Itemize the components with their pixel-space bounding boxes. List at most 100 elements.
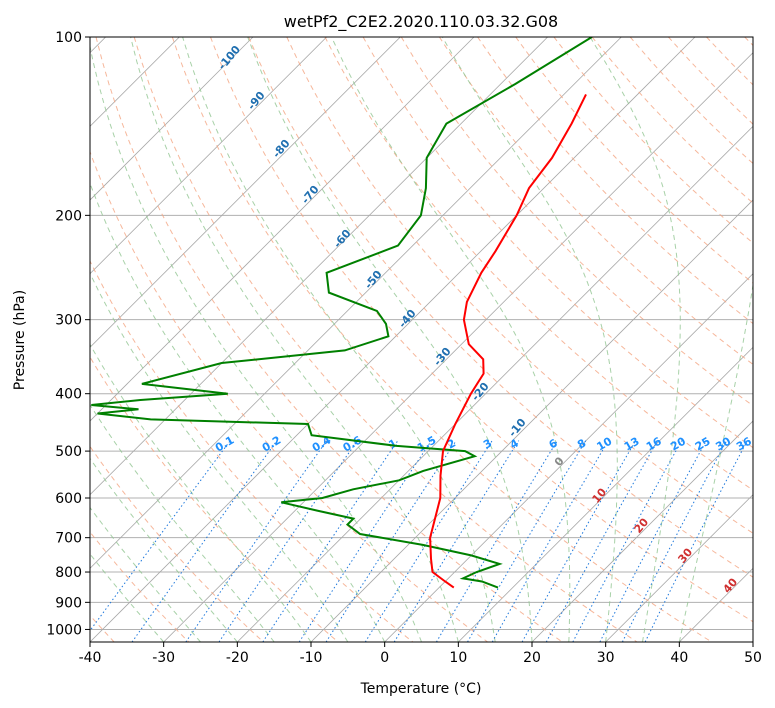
dry-adiabat — [248, 37, 753, 578]
x-tick-label: 30 — [597, 650, 615, 666]
y-tick-label: 200 — [55, 208, 82, 224]
y-tick-label: 1000 — [46, 622, 82, 638]
isotherm--40 — [90, 37, 696, 642]
mixing-ratio-line — [467, 440, 587, 642]
isotherm--50 — [90, 37, 622, 569]
x-tick-label: -30 — [152, 650, 175, 666]
mixing-ratio-line — [435, 440, 558, 642]
moist-adiabat — [90, 44, 422, 642]
x-axis: -40 -30 -20 -10 0 10 20 30 40 50 — [79, 642, 762, 666]
moist-adiabat — [247, 37, 533, 642]
dry-adiabat — [553, 37, 753, 244]
y-axis-label: Pressure (hPa) — [12, 290, 28, 390]
dry-adiabat — [515, 37, 753, 284]
adiabat-label: -40 — [396, 307, 419, 331]
mixing-ratio-line — [298, 440, 432, 642]
adiabat-label: -50 — [362, 268, 385, 292]
mixing-ratio-line — [364, 440, 493, 642]
y-tick-label: 100 — [55, 30, 82, 46]
x-tick-label: 40 — [670, 650, 688, 666]
adiabat-label: 40 — [720, 575, 740, 595]
y-tick-label: 500 — [55, 444, 82, 460]
moist-adiabat — [90, 181, 386, 642]
moist-adiabat — [589, 37, 681, 642]
dry-adiabat — [400, 37, 753, 407]
moist-adiabat — [90, 403, 275, 642]
isotherm--70 — [90, 37, 475, 422]
adiabat-label: 0 — [552, 454, 567, 468]
dry-adiabat — [90, 259, 414, 642]
mixing-ratio-label: 3 — [481, 437, 494, 452]
x-tick-label: 50 — [744, 650, 762, 666]
y-tick-label: 600 — [55, 491, 82, 507]
moist-adiabat — [90, 457, 238, 642]
x-tick-label: -20 — [226, 650, 249, 666]
isotherm--100 — [90, 37, 254, 201]
y-axis: 100 200 300 400 500 600 700 800 900 1000 — [46, 30, 90, 638]
mixing-ratio-line — [218, 440, 358, 642]
chart-title: wetPf2_C2E2.2020.110.03.32.G08 — [284, 12, 558, 32]
mixing-ratio-line — [572, 440, 683, 642]
mixing-ratio-line — [90, 440, 231, 632]
background-lines — [90, 37, 753, 642]
isotherm-50 — [752, 641, 753, 642]
isotherm--30 — [163, 52, 753, 642]
adiabat-label: -30 — [431, 345, 454, 369]
isotherm--90 — [90, 37, 327, 275]
dry-adiabat — [744, 37, 753, 47]
mixing-ratio-label: 6 — [547, 436, 560, 451]
dry-adiabat — [362, 37, 753, 449]
adiabat-label: 20 — [631, 515, 651, 535]
dry-adiabat — [171, 37, 712, 642]
mixing-ratio-line — [393, 440, 520, 642]
adiabat-label: -10 — [506, 416, 529, 440]
adiabat-label: -80 — [270, 137, 293, 161]
mixing-ratio-label: 36 — [734, 434, 754, 453]
y-tick-label: 700 — [55, 531, 82, 547]
isotherm-40 — [679, 567, 753, 642]
moist-adiabat — [90, 272, 349, 642]
isotherm-0 — [384, 273, 753, 642]
plot-frame — [89, 36, 754, 643]
adiabat-label: 30 — [675, 545, 695, 565]
dry-adiabat — [95, 37, 563, 642]
isotherm-30 — [605, 494, 753, 642]
y-tick-label: 300 — [55, 313, 82, 329]
adiabat-label: -90 — [245, 89, 268, 113]
dry-adiabat — [706, 37, 753, 86]
dry-adiabat — [90, 150, 488, 642]
moist-adiabat — [130, 37, 459, 642]
moist-adiabat — [90, 343, 312, 642]
mixing-ratio-line — [491, 440, 609, 642]
y-tick-label: 400 — [55, 387, 82, 403]
moist-adiabat — [90, 553, 165, 642]
isotherm--80 — [90, 37, 401, 348]
x-tick-label: 20 — [523, 650, 541, 666]
adiabat-label: 10 — [589, 485, 609, 505]
x-tick-label: -40 — [79, 650, 102, 666]
mixing-ratio-line — [262, 440, 399, 642]
mixing-ratio-line — [621, 440, 728, 642]
dry-adiabat — [324, 37, 753, 491]
mixing-ratio-line — [599, 440, 707, 642]
y-tick-label: 900 — [55, 595, 82, 611]
moist-adiabat — [441, 37, 618, 642]
isotherm--10 — [310, 199, 753, 642]
isotherm-20 — [531, 420, 753, 642]
dry-adiabat — [210, 37, 753, 623]
x-axis-label: Temperature (°C) — [360, 681, 482, 697]
mixing-ratio-line — [545, 440, 659, 642]
mixing-ratio-line — [131, 440, 278, 642]
mixing-ratio-line — [325, 440, 457, 642]
moist-adiabat — [331, 37, 571, 642]
y-tick-label: 800 — [55, 565, 82, 581]
dry-adiabat — [90, 445, 264, 642]
dewpoint-line — [91, 37, 593, 589]
isotherm-10 — [458, 346, 753, 642]
sounding-traces — [91, 37, 593, 589]
x-tick-label: 10 — [449, 650, 467, 666]
moist-adiabat — [90, 506, 201, 642]
mixing-ratio-line — [185, 440, 328, 642]
x-tick-label: 0 — [380, 650, 389, 666]
